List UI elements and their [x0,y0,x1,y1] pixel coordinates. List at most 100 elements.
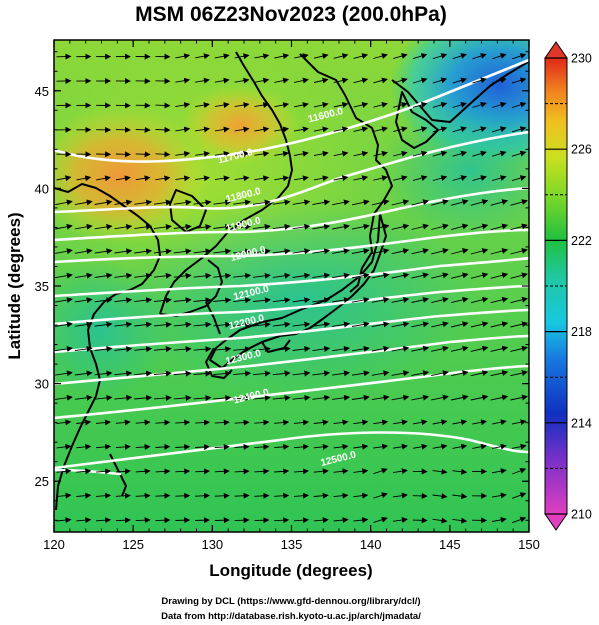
wind-arrow [492,443,507,450]
wind-arrow [114,370,133,377]
wind-arrow [214,150,230,157]
wind-arrow [312,297,331,304]
wind-arrow [470,248,489,255]
wind-arrow [511,101,527,108]
wind-arrow [272,394,291,401]
wind-arrow [332,272,350,279]
colorbar-tick-label: 210 [571,508,592,522]
wind-arrow [114,248,133,255]
wind-arrow [292,248,311,255]
wind-arrow [470,345,489,352]
wind-arrow [234,419,250,426]
wind-arrow [234,492,250,499]
wind-arrow [333,150,349,157]
wind-arrow [173,370,192,377]
wind-arrow [135,468,151,475]
wind-arrow [332,370,350,377]
wind-arrow [333,468,349,475]
x-tick-label: 145 [439,537,461,552]
wind-arrow [312,223,331,230]
wind-arrow [492,126,507,133]
wind-arrow [55,223,73,230]
wind-arrow [452,517,468,524]
wind-arrow [234,77,250,84]
wind-arrow [431,345,449,352]
wind-arrow [512,467,527,475]
wind-arrow [76,492,92,499]
wind-arrow [94,394,113,401]
wind-arrow [214,443,230,450]
wind-arrow [153,370,172,377]
wind-arrow [470,199,489,206]
wind-arrow [234,102,250,109]
wind-arrow [371,321,390,328]
y-tick-label: 30 [35,377,49,392]
wind-arrow [213,321,232,328]
wind-arrow [74,321,93,328]
wind-arrow [233,199,251,206]
wind-arrow [115,468,131,475]
wind-arrow [470,223,489,231]
wind-arrow [214,126,230,133]
wind-arrow [351,321,370,328]
wind-arrow [213,272,232,279]
wind-arrow [173,321,192,328]
wind-arrow [312,346,331,352]
wind-arrow [96,443,112,450]
wind-vectors [55,53,528,524]
wind-arrow [55,248,73,255]
wind-arrow [452,101,467,108]
wind-arrow [153,297,172,304]
wind-arrow [432,126,448,133]
wind-arrow [134,346,153,353]
wind-arrow [175,443,191,450]
wind-arrow [510,248,528,255]
y-tick-label: 35 [35,279,49,294]
wind-arrow [114,394,133,401]
wind-arrow [193,394,212,401]
wind-arrow [55,199,73,206]
wind-arrow [511,77,527,84]
wind-arrow [292,346,311,352]
colorbar-top-triangle [544,41,568,59]
wind-arrow [96,419,111,426]
wind-arrow [134,199,153,206]
wind-arrow [134,321,153,328]
wind-arrow [96,175,111,182]
wind-arrow [274,102,290,108]
wind-arrow [312,370,331,377]
wind-arrow [452,468,468,475]
wind-arrow [472,53,487,60]
wind-arrow [333,126,349,133]
wind-arrow [392,492,408,499]
x-axis: 120 125 130 135 140 145 150 [43,40,540,552]
wind-arrow [431,296,449,304]
wind-arrow [252,248,271,255]
wind-arrow [74,297,93,304]
wind-arrow [153,272,172,279]
wind-arrow [254,517,270,524]
wind-arrow [193,272,212,279]
wind-arrow [195,77,210,84]
wind-arrow [195,53,210,60]
wind-arrow [173,346,192,353]
wind-arrow [234,126,250,133]
wind-arrow [254,126,270,133]
wind-arrow [56,419,72,426]
wind-arrow [412,443,428,450]
wind-arrow [274,517,290,524]
wind-arrow [353,492,369,499]
wind-arrow [292,199,311,206]
wind-arrow [391,296,410,303]
wind-arrow [492,175,507,182]
x-tick-label: 120 [43,537,65,552]
wind-arrow [114,297,133,304]
wind-arrow [510,223,528,231]
wind-arrow [393,102,408,108]
wind-arrow [193,321,212,328]
plot-area: 11700.011800.011900.012000.012100.012200… [54,40,529,532]
wind-arrow [450,345,469,352]
wind-arrow [411,345,430,352]
wind-arrow [313,126,329,133]
